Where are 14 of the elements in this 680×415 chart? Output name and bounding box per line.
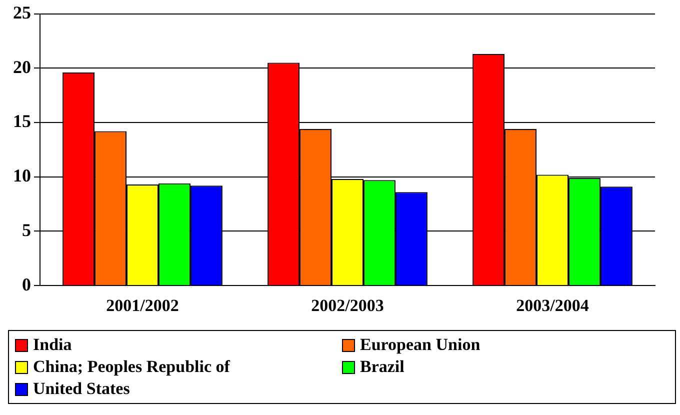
legend-label: India [33,335,72,355]
x-tick-label: 2003/2004 [516,296,590,316]
x-tick-label: 2002/2003 [311,296,384,316]
legend-label: European Union [360,335,480,355]
y-tick-label: 5 [22,220,31,240]
legend-label: China; Peoples Republic of [33,357,230,377]
legend-label: Brazil [360,357,404,377]
y-tick-label: 20 [13,56,31,77]
y-tick-label: 10 [13,166,31,186]
x-tick-label: 2001/2002 [106,296,179,316]
y-tick-label: 0 [22,274,31,294]
y-tick-label: 25 [13,2,31,22]
legend-label: United States [33,379,130,399]
y-tick-label: 15 [13,111,31,132]
